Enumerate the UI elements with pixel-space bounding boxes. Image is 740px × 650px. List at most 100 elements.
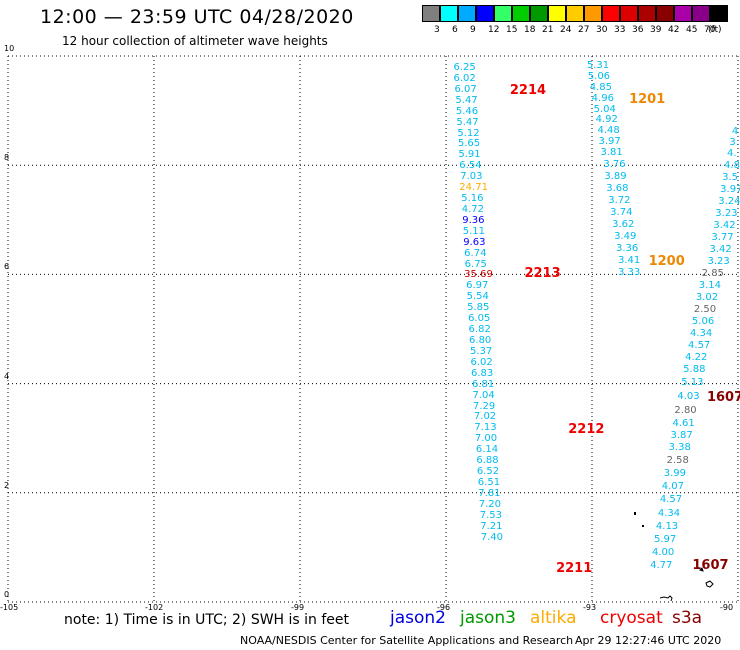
legend-label: 15 (506, 25, 518, 35)
lat-tick-label: 6 (4, 262, 10, 272)
legend-swatch (494, 5, 512, 22)
legend-swatch (458, 5, 476, 22)
legend-label: 42 (668, 25, 680, 35)
wave-height-value: 4.72 (461, 203, 484, 215)
wave-height-value: 5.97 (653, 533, 677, 545)
legend-swatch (674, 5, 692, 22)
wave-height-value: 3.87 (670, 430, 693, 442)
wave-height-value: 4.92 (595, 114, 618, 126)
wave-height-value: 3.49 (614, 231, 637, 243)
wave-height-value: 4.34 (689, 328, 713, 340)
legend-label: 24 (560, 25, 572, 35)
wave-height-value: 4.34 (657, 507, 681, 519)
wave-height-value: 3.74 (610, 207, 633, 219)
wave-height-value: 7.81 (478, 487, 501, 499)
footer-timestamp: Apr 29 12:27:46 UTC 2020 (575, 634, 722, 647)
legend-label: 12 (488, 25, 500, 35)
legend-label: 30 (596, 25, 608, 35)
wave-height-value: 3.02 (695, 292, 719, 304)
legend-swatch (440, 5, 458, 22)
wave-height-value: 6.02 (453, 72, 476, 84)
lat-tick-label: 0 (4, 590, 10, 599)
wave-height-value: 4.07 (661, 481, 685, 493)
wave-height-value: 7.03 (460, 171, 483, 183)
satellite-s3a: s3a (672, 608, 703, 628)
wave-height-value: 4.96 (591, 92, 614, 104)
wave-height-value: 3.36 (616, 243, 639, 255)
lat-tick-label: 2 (4, 480, 10, 490)
satellite-altika: altika (530, 608, 577, 628)
wave-height-value: 2.50 (693, 304, 717, 316)
legend-swatch (602, 5, 620, 22)
wave-height-value: 7.20 (478, 498, 502, 510)
wave-height-value: 7.40 (480, 531, 503, 543)
pass-time-label: 1607 (706, 389, 740, 405)
wave-height-value: 7.29 (472, 400, 496, 412)
wave-height-value: 6.54 (459, 160, 482, 172)
pass-time-label: 1607 (692, 557, 729, 573)
wave-height-value: 3.5 (722, 172, 738, 184)
satellite-cryosat: cryosat (600, 608, 663, 628)
wave-height-value: 5.13 (681, 376, 704, 388)
lon-tick-label: -102 (145, 603, 164, 612)
wave-height-value: 3.89 (604, 171, 627, 183)
wave-height-value: 5.47 (455, 94, 478, 106)
wave-height-value: 3.99 (663, 468, 686, 480)
wave-height-value: 4 (731, 126, 739, 138)
wave-height-value: 4.22 (685, 352, 708, 364)
wave-height-value: 7.13 (474, 422, 497, 434)
wave-height-value: 6.05 (468, 313, 491, 325)
wave-height-value: 4.85 (589, 81, 612, 93)
wave-height-value: 7.21 (480, 520, 503, 532)
wave-height-value: 3.97 (598, 136, 621, 148)
wave-height-value: 5.47 (456, 116, 479, 128)
pass-time-label: 2211 (556, 561, 593, 577)
legend-label: 45 (686, 25, 698, 35)
wave-height-value: 6.52 (476, 466, 500, 478)
wave-height-value: 6.97 (466, 280, 489, 292)
wave-height-value: 5.06 (691, 316, 715, 328)
wave-height-value: 3.68 (606, 183, 629, 195)
wave-height-value: 2.85 (701, 268, 724, 280)
legend-label: 33 (614, 25, 626, 35)
wave-height-value: 5.65 (457, 138, 481, 150)
page-title: 12:00 — 23:59 UTC 04/28/2020 (40, 6, 354, 28)
satellite-jason2: jason2 (390, 608, 446, 628)
wave-height-value: 5.31 (586, 59, 610, 71)
legend-label: 70 (704, 25, 716, 35)
wave-height-value: 3.72 (608, 195, 631, 207)
lat-tick-label: 4 (4, 371, 10, 381)
wave-height-value: 9.63 (463, 236, 486, 248)
wave-height-value: 3.38 (668, 442, 691, 454)
wave-height-value: 6.75 (464, 258, 487, 270)
wave-height-value: 4.8 (724, 160, 740, 172)
legend-label: 9 (470, 25, 476, 35)
wave-height-value: 3.62 (612, 219, 635, 231)
wave-height-value: 24.71 (459, 182, 488, 194)
wave-height-value: 3.14 (698, 280, 721, 292)
legend-label: 6 (452, 25, 458, 35)
wave-height-value: 6.80 (469, 335, 492, 346)
legend-swatch (656, 5, 674, 22)
wave-height-value: 4.57 (659, 494, 683, 506)
wave-height-value: 5.04 (593, 103, 616, 115)
wave-height-value: 3.81 (600, 147, 623, 159)
footer-credit: NOAA/NESDIS Center for Satellite Applica… (240, 634, 574, 647)
wave-height-value: 7.04 (472, 389, 495, 401)
wave-height-value: 4.03 (677, 390, 700, 402)
legend-swatch (530, 5, 548, 22)
wave-height-value: 9.36 (462, 214, 485, 226)
wave-height-value: 7.53 (479, 509, 502, 521)
wave-height-value: 7.00 (474, 433, 498, 445)
legend-swatch (548, 5, 566, 22)
wave-height-value: 6.02 (470, 356, 493, 368)
legend-label: 27 (578, 25, 590, 35)
wave-height-value: 7.02 (473, 411, 497, 423)
lat-tick-label: 8 (4, 153, 10, 163)
legend-swatch (692, 5, 710, 22)
wave-height-value: 4.13 (655, 520, 679, 532)
wave-height-value: 6.14 (475, 444, 499, 456)
wave-height-value: 3.24 (718, 196, 740, 208)
legend-label: 18 (524, 25, 536, 35)
